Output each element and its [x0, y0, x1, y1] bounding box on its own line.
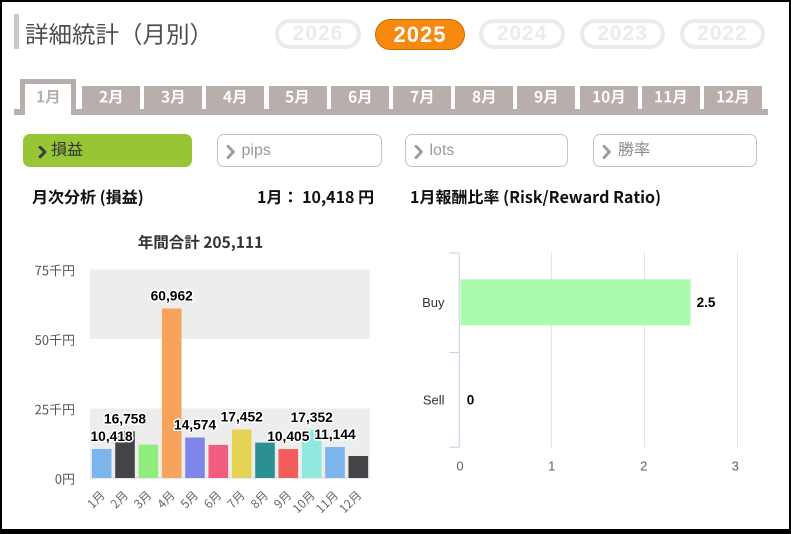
- svg-text:2.5: 2.5: [697, 295, 716, 310]
- svg-text:2: 2: [640, 458, 647, 473]
- svg-text:14,574: 14,574: [174, 418, 217, 433]
- svg-text:0: 0: [467, 393, 475, 408]
- svg-text:1: 1: [548, 458, 555, 473]
- svg-text:17,352: 17,352: [291, 410, 334, 425]
- svg-text:16,758: 16,758: [104, 411, 147, 426]
- svg-text:11,144: 11,144: [314, 427, 356, 442]
- svg-text:17,452: 17,452: [221, 410, 264, 425]
- svg-text:Buy: Buy: [422, 295, 445, 310]
- svg-text:10,405: 10,405: [267, 429, 310, 444]
- svg-text:3: 3: [732, 458, 739, 473]
- svg-text:0: 0: [456, 458, 463, 473]
- svg-text:10,418: 10,418: [91, 429, 134, 444]
- svg-text:60,962: 60,962: [151, 289, 194, 304]
- svg-text:Sell: Sell: [423, 393, 445, 408]
